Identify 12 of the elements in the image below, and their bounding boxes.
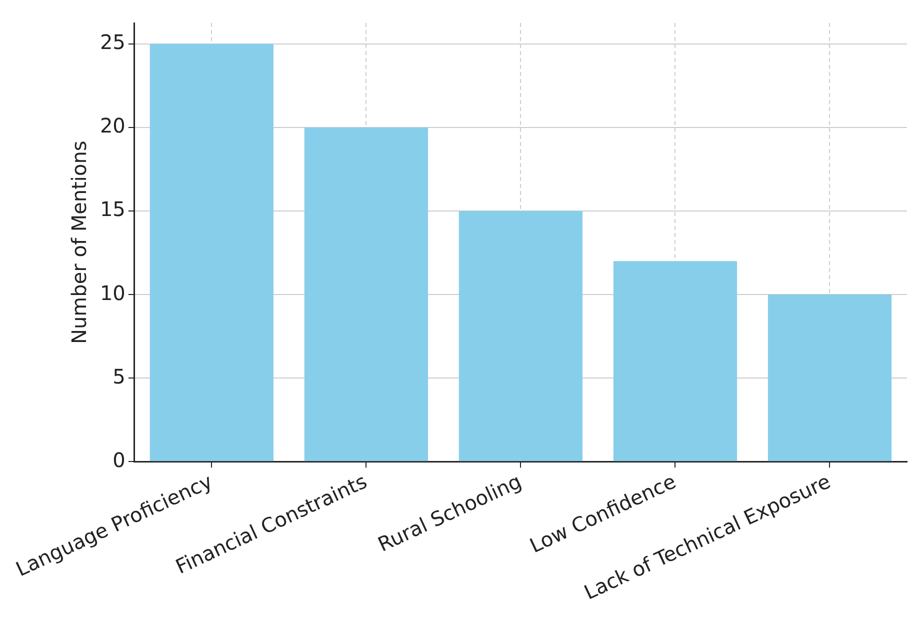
y-tick-label: 0 xyxy=(112,448,126,472)
y-tick-label: 25 xyxy=(100,30,126,54)
bar xyxy=(458,211,583,462)
y-tick-label: 10 xyxy=(100,280,126,305)
y-tick-label: 15 xyxy=(100,197,126,222)
bar xyxy=(304,127,428,462)
y-tick-label: 5 xyxy=(112,364,126,388)
bar xyxy=(768,294,892,462)
y-tick-label: 20 xyxy=(100,114,126,138)
y-axis-title: Number of Mentions xyxy=(67,140,92,344)
bar xyxy=(613,261,738,462)
bar xyxy=(150,44,274,462)
